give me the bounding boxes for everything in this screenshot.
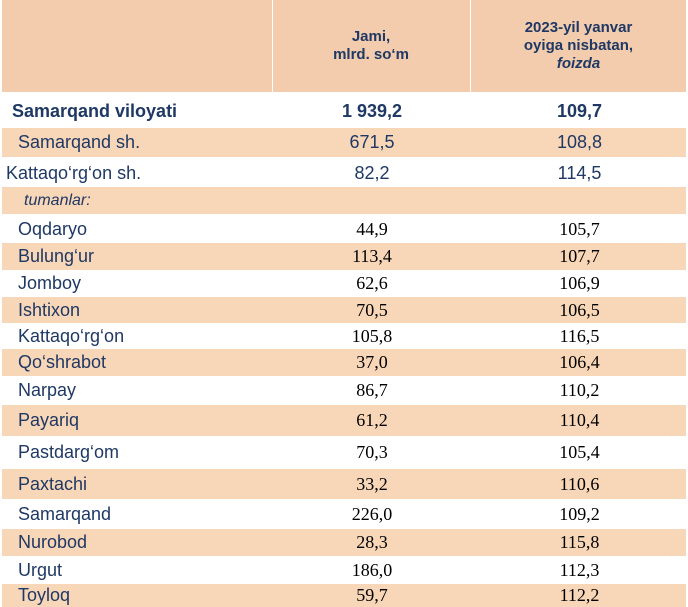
row-name: Payariq <box>18 410 80 430</box>
header-divider <box>272 0 273 92</box>
row-name: Urgut <box>18 559 63 580</box>
table-row: Jomboy 62,6 106,9 <box>2 270 686 297</box>
table-row: Nurobod 28,3 115,8 <box>2 529 686 556</box>
row-total-value: 186,0 <box>351 559 393 580</box>
row-name: Samarqand viloyati <box>12 100 178 121</box>
row-name: Nurobod <box>18 532 88 552</box>
table-row: Narpay 86,7 110,2 <box>2 376 686 405</box>
row-index-value: 109,7 <box>556 100 603 121</box>
table-row: Samarqand viloyati 1 939,2 109,7 <box>2 96 686 126</box>
row-total-value: 86,7 <box>356 380 388 400</box>
row-name: Paxtachi <box>18 473 88 494</box>
row-index-value: 107,7 <box>559 246 600 266</box>
row-total-value: 28,3 <box>356 532 388 552</box>
row-index-value: 106,9 <box>559 273 600 293</box>
table-row: Pastdarg‘om 70,3 105,4 <box>2 436 686 469</box>
row-index-value: 108,8 <box>556 132 603 152</box>
row-name: Kattaqo‘rg‘on <box>18 325 125 346</box>
row-total-value: 37,0 <box>356 352 388 372</box>
row-name: Pastdarg‘om <box>18 442 120 462</box>
row-index-value: 105,4 <box>559 442 600 462</box>
row-total-value: 59,7 <box>356 585 388 605</box>
row-index-value: 116,5 <box>559 325 600 346</box>
row-total-value <box>302 187 442 214</box>
row-name: tumanlar: <box>24 191 91 209</box>
table-row: Ishtixon 70,5 106,5 <box>2 297 686 323</box>
header-divider <box>470 0 471 92</box>
row-total-value: 226,0 <box>351 503 393 524</box>
row-index-value: 109,2 <box>559 503 600 524</box>
row-index-value: 110,6 <box>559 473 600 494</box>
row-total-value: 113,4 <box>352 246 392 266</box>
row-index-value: 110,4 <box>559 410 600 430</box>
header-total-line1: Jami, <box>351 28 391 45</box>
header-index-line1: 2023-yil yanvar <box>524 19 633 36</box>
row-name: Narpay <box>18 380 77 400</box>
table-row: Payariq 61,2 110,4 <box>2 405 686 436</box>
table-row: Qo‘shrabot 37,0 106,4 <box>2 349 686 376</box>
table-row: tumanlar: <box>2 187 686 214</box>
row-name: Kattaqo‘rg‘on sh. <box>6 162 142 183</box>
table-row: Samarqand sh. 671,5 108,8 <box>2 128 686 157</box>
row-name: Toyloq <box>18 585 71 605</box>
row-total-value: 70,5 <box>356 299 388 320</box>
table-row: Bulung‘ur 113,4 107,7 <box>2 243 686 270</box>
table-row: Kattaqo‘rg‘on 105,8 116,5 <box>2 323 686 349</box>
header-index: 2023-yil yanvar oyiga nisbatan, foizda <box>471 0 686 92</box>
row-name: Ishtixon <box>18 299 81 320</box>
row-index-value: 114,5 <box>557 162 602 183</box>
row-index-value <box>502 187 657 214</box>
row-name: Qo‘shrabot <box>18 352 107 372</box>
row-name: Samarqand <box>18 503 112 524</box>
header-index-line2: oyiga nisbatan, <box>523 37 634 54</box>
row-index-value: 112,2 <box>559 585 600 605</box>
table-header: Jami, mlrd. so‘m 2023-yil yanvar oyiga n… <box>2 0 686 92</box>
row-total-value: 62,6 <box>356 273 388 293</box>
row-total-value: 33,2 <box>356 473 388 494</box>
row-index-value: 106,5 <box>559 299 600 320</box>
header-index-unit: foizda <box>556 55 601 72</box>
row-total-value: 82,2 <box>354 162 390 183</box>
row-name: Jomboy <box>18 273 82 293</box>
row-total-value: 44,9 <box>356 219 388 239</box>
row-total-value: 105,8 <box>351 325 393 346</box>
row-total-value: 70,3 <box>356 442 388 462</box>
row-index-value: 115,8 <box>559 532 600 552</box>
row-index-value: 106,4 <box>559 352 600 372</box>
row-total-value: 61,2 <box>356 410 388 430</box>
row-index-value: 105,7 <box>559 219 600 239</box>
table-row: Toyloq 59,7 112,2 <box>2 584 686 607</box>
row-name: Oqdaryo <box>18 219 88 239</box>
row-total-value: 671,5 <box>349 132 395 152</box>
header-total-line2: mlrd. so‘m <box>333 46 409 63</box>
row-index-value: 112,3 <box>559 559 600 580</box>
row-name: Bulung‘ur <box>18 246 95 266</box>
row-name: Samarqand sh. <box>18 132 141 152</box>
row-total-value: 1 939,2 <box>341 100 403 121</box>
table-row: Samarqand 226,0 109,2 <box>2 499 686 529</box>
table-row: Urgut 186,0 112,3 <box>2 556 686 584</box>
table-row: Oqdaryo 44,9 105,7 <box>2 216 686 243</box>
table-row: Kattaqo‘rg‘on sh. 82,2 114,5 <box>2 159 686 187</box>
header-total: Jami, mlrd. so‘m <box>272 0 470 92</box>
row-index-value: 110,2 <box>559 380 600 400</box>
table-row: Paxtachi 33,2 110,6 <box>2 469 686 499</box>
